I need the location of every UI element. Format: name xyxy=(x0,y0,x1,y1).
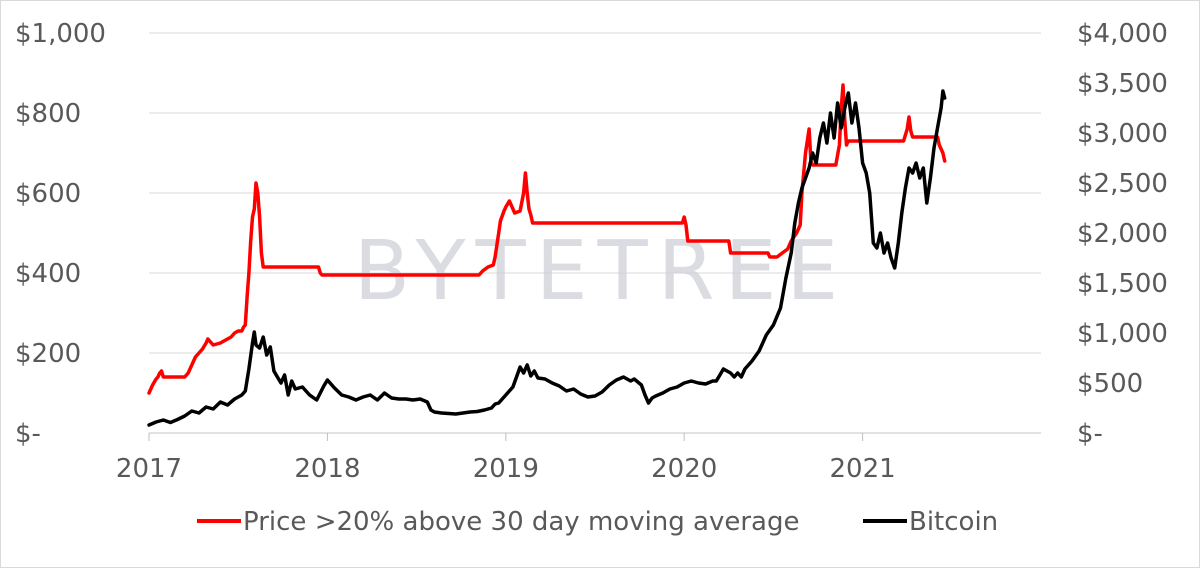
y-right-tick-label: $4,000 xyxy=(1077,19,1168,49)
y-left-tick-label: $800 xyxy=(15,99,81,129)
series-line-price-above-ma xyxy=(147,83,947,395)
y-left-tick-label: $400 xyxy=(15,259,81,289)
legend-label: Bitcoin xyxy=(909,507,998,537)
series-lines xyxy=(147,83,947,427)
y-right-tick-label: $2,000 xyxy=(1077,219,1168,249)
y-right-tick-label: $1,500 xyxy=(1077,269,1168,299)
legend: Price >20% above 30 day moving average Bi… xyxy=(197,507,998,537)
y-right-tick-label: $3,500 xyxy=(1077,69,1168,99)
y-right-tick-label: $- xyxy=(1077,419,1103,449)
legend-label: Price >20% above 30 day moving average xyxy=(243,507,800,537)
axes: $- $200 $400 $600 $800 $1,000 $- $500 $1,000 $1,5… xyxy=(15,19,1168,484)
y-left-tick-label: $1,000 xyxy=(15,19,106,49)
y-right-tick-label: $500 xyxy=(1077,369,1143,399)
y-right-tick-label: $2,500 xyxy=(1077,169,1168,199)
x-tick-label: 2018 xyxy=(294,454,360,484)
y-left-tick-label: $- xyxy=(15,419,41,449)
watermark-bytetree: BYTETREE xyxy=(354,224,848,319)
y-left-tick-label: $600 xyxy=(15,179,81,209)
x-tick-label: 2020 xyxy=(651,454,717,484)
gridlines xyxy=(149,32,1041,354)
y-right-tick-label: $1,000 xyxy=(1077,319,1168,349)
x-tick-label: 2021 xyxy=(830,454,896,484)
y-left-tick-label: $200 xyxy=(15,339,81,369)
y-right-tick-label: $3,000 xyxy=(1077,119,1168,149)
x-tick-label: 2019 xyxy=(473,454,539,484)
x-tick-label: 2017 xyxy=(116,454,182,484)
series-line-bitcoin xyxy=(147,89,947,427)
